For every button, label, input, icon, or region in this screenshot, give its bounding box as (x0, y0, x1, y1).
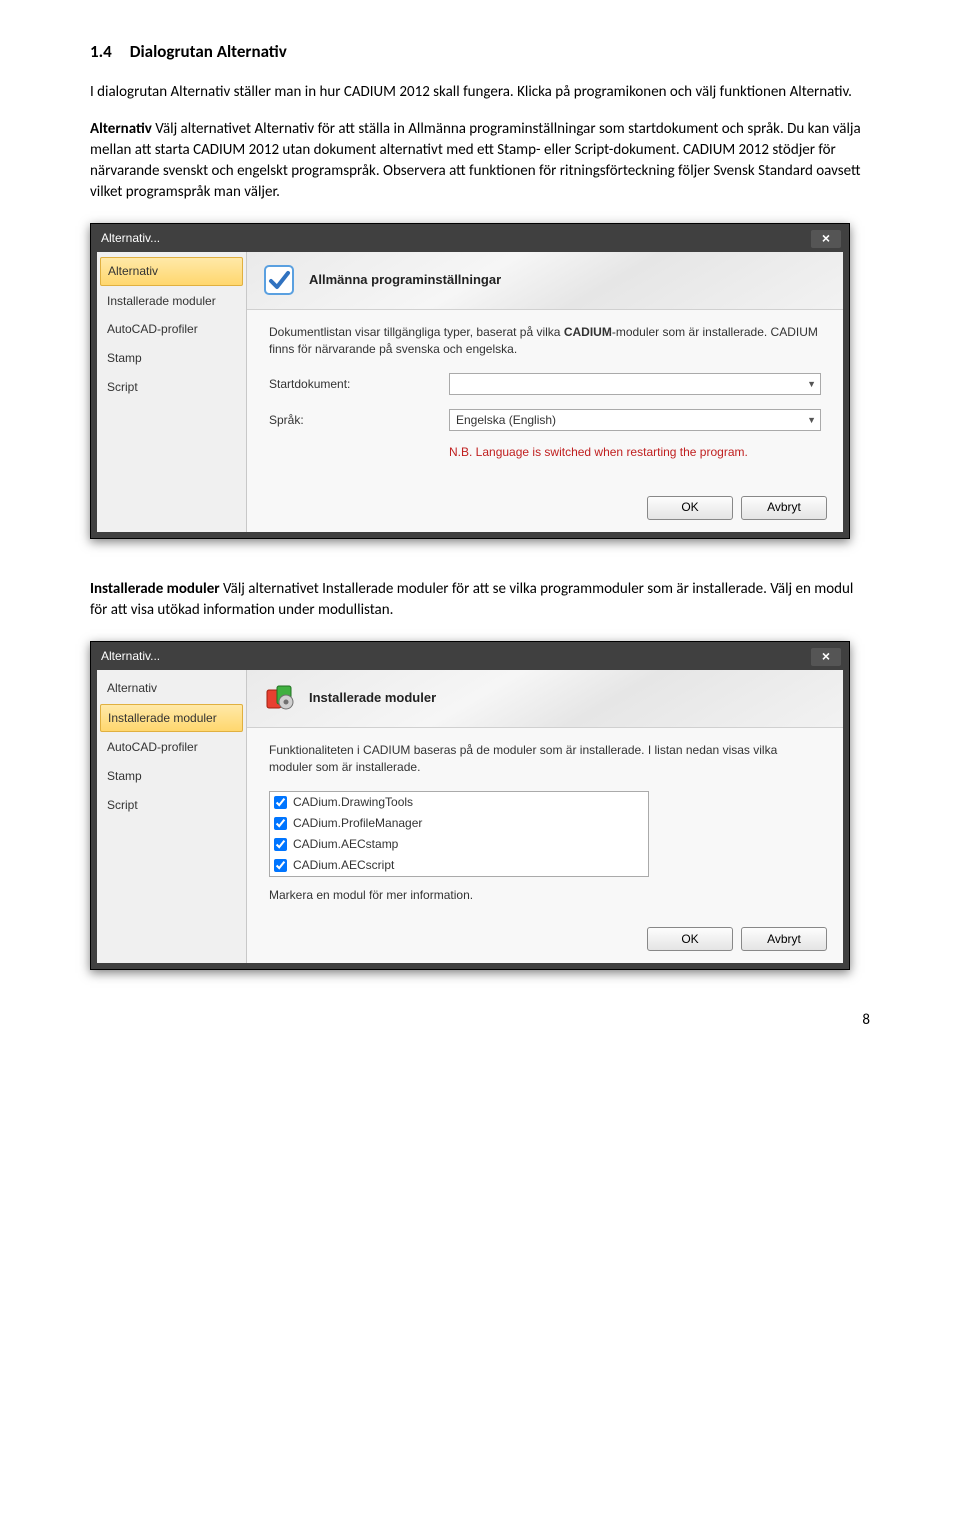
cancel-button[interactable]: Avbryt (741, 496, 827, 520)
main-pane: Installerade moduler Funktionaliteten i … (247, 670, 843, 964)
ok-button[interactable]: OK (647, 496, 733, 520)
desc-bold: CADIUM (564, 325, 612, 339)
dialog-title: Alternativ... (101, 648, 160, 665)
desc-start: Dokumentlistan visar tillgängliga typer,… (269, 325, 564, 339)
sidebar-item-alternativ[interactable]: Alternativ (97, 674, 246, 703)
module-row[interactable]: CADium.DrawingTools (270, 792, 648, 813)
paragraph-2: Alternativ Välj alternativet Alternativ … (90, 119, 870, 203)
row-startdokument: Startdokument: ▼ (269, 373, 821, 395)
pane-banner: Installerade moduler (247, 670, 843, 728)
module-row[interactable]: CADium.AECscript (270, 855, 648, 876)
sidebar-item-script[interactable]: Script (97, 373, 246, 402)
sidebar-item-script[interactable]: Script (97, 791, 246, 820)
close-icon[interactable]: × (811, 230, 841, 248)
para3-lead: Installerade moduler (90, 580, 220, 598)
dialog-body: Alternativ Installerade moduler AutoCAD-… (97, 670, 843, 964)
button-row: OK Avbryt (647, 496, 827, 520)
ok-button[interactable]: OK (647, 927, 733, 951)
dropdown-startdokument[interactable]: ▼ (449, 373, 821, 395)
module-row[interactable]: CADium.AECstamp (270, 834, 648, 855)
para2-lead: Alternativ (90, 120, 152, 138)
pane-content: Dokumentlistan visar tillgängliga typer,… (247, 310, 843, 521)
section-number: 1.4 (90, 41, 112, 62)
label-startdokument: Startdokument: (269, 376, 449, 393)
para2-rest: Välj alternativet Alternativ för att stä… (90, 120, 861, 201)
module-checkbox[interactable] (274, 859, 287, 872)
sidebar-item-autocad[interactable]: AutoCAD-profiler (97, 733, 246, 762)
titlebar: Alternativ... × (91, 224, 849, 252)
page-number: 8 (90, 1010, 870, 1031)
section-title: Dialogrutan Alternativ (130, 41, 287, 62)
settings-check-icon (261, 262, 297, 298)
module-name: CADium.AECscript (293, 857, 394, 874)
close-icon[interactable]: × (811, 648, 841, 666)
sidebar-item-stamp[interactable]: Stamp (97, 344, 246, 373)
module-list: CADium.DrawingTools CADium.ProfileManage… (269, 791, 649, 876)
dropdown-sprak[interactable]: Engelska (English) ▼ (449, 409, 821, 431)
chevron-down-icon: ▼ (807, 414, 816, 427)
dialog-alternativ-moduler: Alternativ... × Alternativ Installerade … (90, 641, 850, 971)
module-row[interactable]: CADium.ProfileManager (270, 813, 648, 834)
label-sprak: Språk: (269, 412, 449, 429)
module-name: CADium.ProfileManager (293, 815, 422, 832)
module-checkbox[interactable] (274, 838, 287, 851)
main-pane: Allmänna programinställningar Dokumentli… (247, 252, 843, 532)
dialog-title: Alternativ... (101, 230, 160, 247)
button-row: OK Avbryt (647, 927, 827, 951)
pane-description: Dokumentlistan visar tillgängliga typer,… (269, 324, 821, 358)
row-sprak: Språk: Engelska (English) ▼ (269, 409, 821, 431)
sidebar-item-moduler[interactable]: Installerade moduler (97, 287, 246, 316)
language-note: N.B. Language is switched when restartin… (449, 445, 821, 461)
modules-gear-icon (261, 680, 297, 716)
cancel-button[interactable]: Avbryt (741, 927, 827, 951)
sidebar: Alternativ Installerade moduler AutoCAD-… (97, 670, 247, 964)
paragraph-3: Installerade moduler Välj alternativet I… (90, 579, 870, 621)
paragraph-1: I dialogrutan Alternativ ställer man in … (90, 82, 870, 103)
section-heading: 1.4 Dialogrutan Alternativ (90, 40, 870, 64)
titlebar: Alternativ... × (91, 642, 849, 670)
module-name: CADium.DrawingTools (293, 794, 413, 811)
module-name: CADium.AECstamp (293, 836, 398, 853)
banner-title: Installerade moduler (309, 689, 436, 707)
chevron-down-icon: ▼ (807, 378, 816, 391)
module-hint: Markera en modul för mer information. (269, 887, 821, 904)
module-checkbox[interactable] (274, 796, 287, 809)
pane-description: Funktionaliteten i CADIUM baseras på de … (269, 742, 821, 776)
sidebar-item-moduler[interactable]: Installerade moduler (100, 704, 243, 733)
banner-title: Allmänna programinställningar (309, 271, 501, 289)
module-checkbox[interactable] (274, 817, 287, 830)
dropdown-value-lang: Engelska (English) (456, 412, 556, 429)
sidebar-item-alternativ[interactable]: Alternativ (100, 257, 243, 286)
dialog-body: Alternativ Installerade moduler AutoCAD-… (97, 252, 843, 532)
sidebar: Alternativ Installerade moduler AutoCAD-… (97, 252, 247, 532)
dialog-alternativ-general: Alternativ... × Alternativ Installerade … (90, 223, 850, 539)
sidebar-item-autocad[interactable]: AutoCAD-profiler (97, 315, 246, 344)
sidebar-item-stamp[interactable]: Stamp (97, 762, 246, 791)
pane-banner: Allmänna programinställningar (247, 252, 843, 310)
